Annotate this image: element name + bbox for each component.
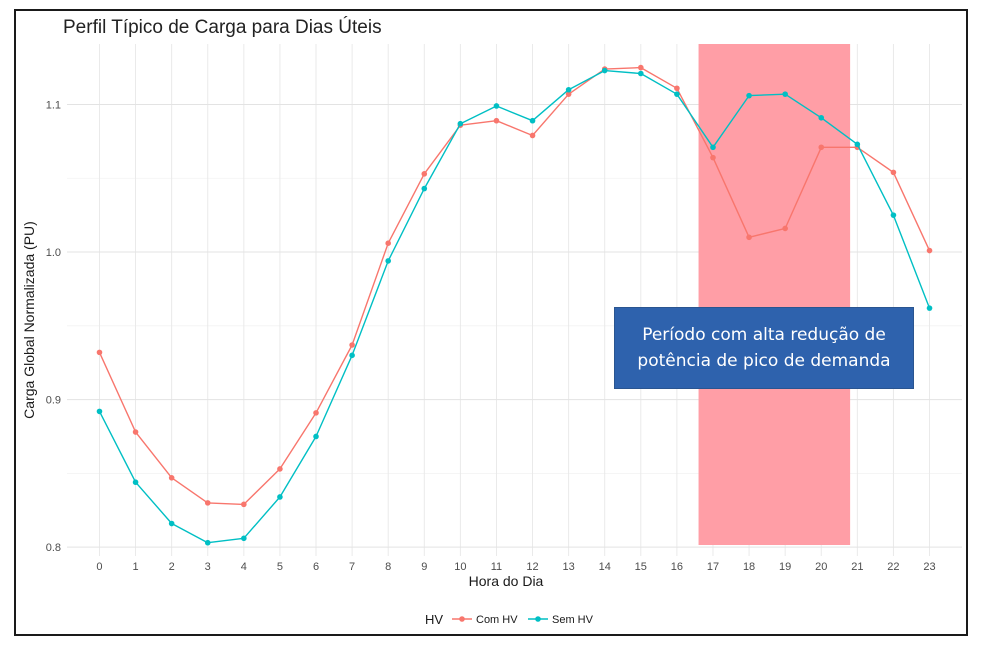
x-tick-label-15: 15 — [635, 561, 647, 573]
x-tick-label-7: 7 — [349, 561, 355, 573]
x-tick-label-2: 2 — [169, 561, 175, 573]
data-point-com-hv-11 — [493, 117, 500, 124]
series-sem-hv — [96, 67, 933, 546]
x-tick-label-22: 22 — [887, 561, 899, 573]
y-axis-title: Carga Global Normalizada (PU) — [21, 221, 37, 419]
series-com-hv — [96, 64, 933, 508]
data-point-sem-hv-13 — [565, 86, 572, 93]
data-point-sem-hv-1 — [132, 479, 139, 486]
x-tick-label-9: 9 — [421, 561, 427, 573]
data-point-com-hv-15 — [638, 64, 644, 71]
data-point-sem-hv-15 — [638, 70, 644, 77]
series-layer — [96, 64, 933, 546]
annotation-box: Período com alta redução de potência de … — [614, 307, 914, 389]
x-tick-label-20: 20 — [815, 561, 827, 573]
y-tick-labels: 0.8 0.9 1.0 1.1 — [46, 99, 61, 554]
data-point-com-hv-18 — [746, 234, 752, 241]
data-point-sem-hv-6 — [313, 433, 319, 440]
legend: HV Com HV Sem HV — [425, 612, 594, 627]
x-tick-label-21: 21 — [851, 561, 863, 573]
x-tick-labels: 0 1 2 3 4 5 6 7 8 9 10 11 12 13 14 15 16 17 18 19 20 21 22 23 — [96, 561, 935, 573]
highlight-band — [698, 44, 851, 545]
x-tick-label-5: 5 — [277, 561, 283, 573]
x-tick-label-8: 8 — [385, 561, 391, 573]
x-tick-label-13: 13 — [563, 561, 575, 573]
legend-marker-com-hv — [459, 616, 465, 622]
data-point-sem-hv-4 — [241, 535, 247, 542]
data-point-com-hv-16 — [674, 85, 680, 92]
data-point-com-hv-20 — [818, 144, 825, 151]
series-line-com-hv — [98, 66, 931, 506]
x-tick-label-1: 1 — [133, 561, 139, 573]
data-point-sem-hv-23 — [926, 305, 933, 311]
series-line-sem-hv — [98, 69, 931, 544]
x-tick-label-6: 6 — [313, 561, 319, 573]
x-tick-label-18: 18 — [743, 561, 755, 573]
data-point-com-hv-23 — [926, 247, 933, 254]
data-point-sem-hv-16 — [674, 91, 680, 97]
annotation-text: Período com alta redução de potência de … — [637, 325, 891, 371]
legend-item-sem-hv: Sem HV — [528, 614, 594, 626]
data-point-com-hv-2 — [168, 474, 175, 481]
data-point-com-hv-13 — [565, 91, 572, 97]
data-point-sem-hv-3 — [204, 539, 211, 546]
data-point-com-hv-1 — [132, 429, 139, 435]
data-point-sem-hv-17 — [710, 144, 716, 151]
legend-marker-sem-hv — [535, 616, 541, 622]
data-point-com-hv-0 — [96, 349, 103, 356]
y-tick-label-0: 0.8 — [46, 542, 61, 554]
data-point-com-hv-5 — [277, 466, 283, 472]
data-point-sem-hv-19 — [782, 91, 788, 97]
x-tick-label-0: 0 — [96, 561, 102, 573]
legend-label-sem-hv: Sem HV — [552, 614, 594, 626]
legend-item-com-hv: Com HV — [452, 614, 518, 626]
data-point-com-hv-3 — [204, 500, 211, 506]
y-tick-label-2: 1.0 — [46, 247, 61, 259]
data-point-sem-hv-5 — [277, 494, 283, 500]
data-point-sem-hv-0 — [96, 408, 103, 415]
x-tick-label-4: 4 — [241, 561, 247, 573]
chart-title: Perfil Típico de Carga para Dias Úteis — [63, 16, 382, 38]
x-axis-title: Hora do Dia — [469, 573, 544, 589]
data-point-sem-hv-20 — [818, 114, 825, 121]
data-point-com-hv-17 — [710, 154, 716, 161]
y-tick-label-1: 0.9 — [46, 395, 61, 407]
data-point-sem-hv-11 — [493, 103, 500, 109]
legend-label-com-hv: Com HV — [476, 614, 518, 626]
data-point-com-hv-7 — [349, 342, 355, 348]
data-point-com-hv-22 — [890, 169, 897, 176]
x-tick-label-11: 11 — [491, 561, 502, 573]
data-point-com-hv-4 — [241, 501, 247, 508]
data-point-sem-hv-14 — [601, 67, 608, 74]
data-point-sem-hv-12 — [529, 117, 536, 124]
data-point-sem-hv-22 — [890, 212, 897, 218]
data-point-sem-hv-8 — [385, 258, 391, 264]
highlight-band-layer — [698, 44, 851, 545]
x-tick-label-10: 10 — [454, 561, 466, 573]
x-tick-label-16: 16 — [671, 561, 683, 573]
x-tick-label-12: 12 — [526, 561, 538, 573]
data-point-com-hv-8 — [385, 240, 391, 246]
data-point-sem-hv-10 — [457, 120, 464, 127]
data-point-sem-hv-7 — [349, 352, 355, 359]
data-point-sem-hv-2 — [168, 520, 175, 527]
x-tick-label-14: 14 — [599, 561, 611, 573]
y-tick-label-3: 1.1 — [46, 99, 61, 111]
legend-title: HV — [425, 612, 443, 627]
x-tick-label-19: 19 — [779, 561, 791, 573]
data-point-com-hv-12 — [529, 132, 536, 139]
data-point-sem-hv-9 — [421, 185, 428, 192]
data-point-com-hv-6 — [313, 410, 319, 416]
x-tick-label-17: 17 — [707, 561, 719, 573]
data-point-sem-hv-18 — [746, 92, 752, 99]
x-tick-label-3: 3 — [205, 561, 211, 573]
x-tick-label-23: 23 — [923, 561, 935, 573]
data-point-sem-hv-21 — [854, 141, 861, 148]
data-point-com-hv-9 — [421, 171, 428, 177]
data-point-com-hv-19 — [782, 225, 788, 232]
